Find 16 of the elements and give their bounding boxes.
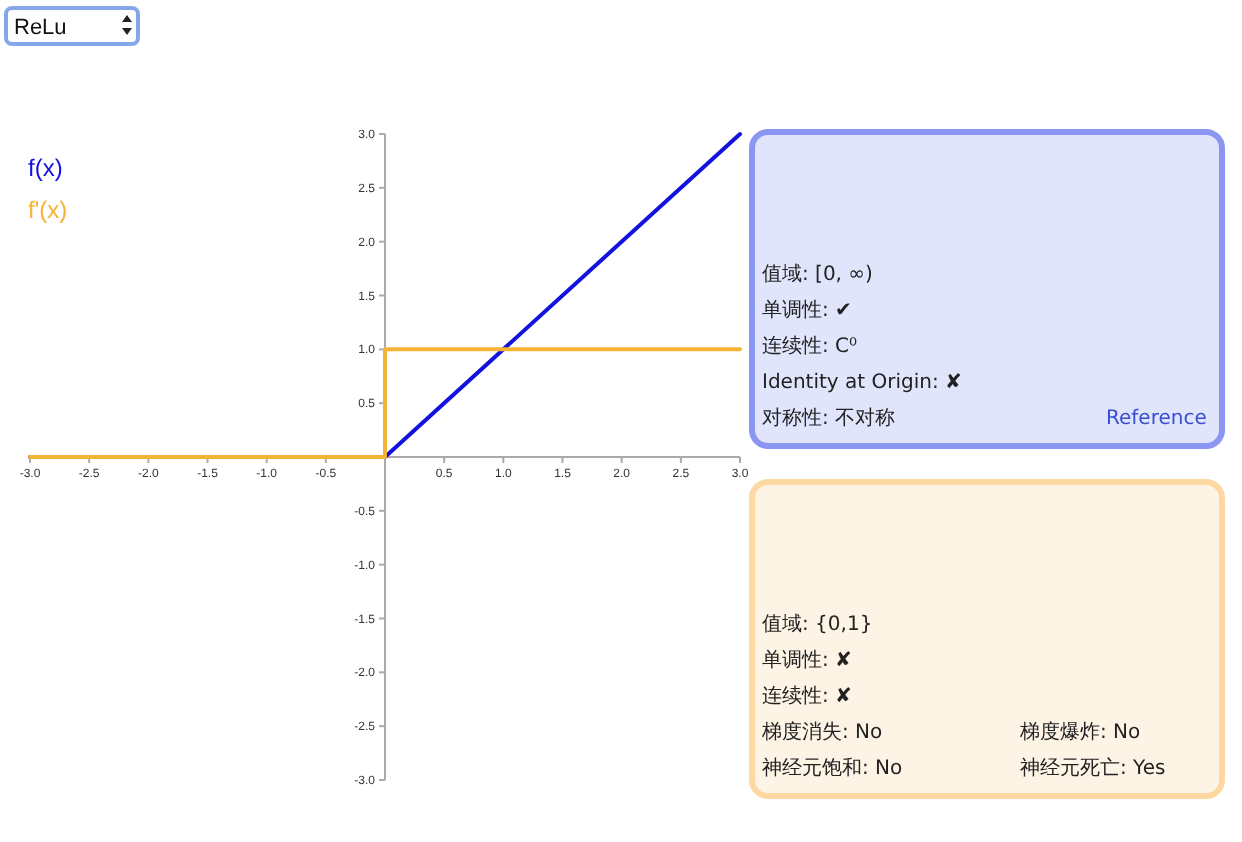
- text: Reference: [1106, 408, 1207, 430]
- text: 单调性: ✘: [762, 648, 852, 672]
- text: 神经元死亡: Yes: [1020, 756, 1166, 780]
- text: 值域: {0,1}: [762, 612, 873, 636]
- text: 神经元饱和: No: [762, 756, 903, 780]
- text: 对称性: 不对称: [762, 406, 896, 430]
- text: 单调性: ✔: [762, 298, 852, 322]
- text: 连续性: C⁰: [762, 334, 858, 358]
- chart-title: ReLu: [14, 16, 67, 40]
- text: 梯度爆炸: No: [1018, 720, 1141, 744]
- text: 值域: [0, ∞): [762, 262, 873, 286]
- text: f'(x): [28, 196, 68, 224]
- text: f(x): [28, 154, 63, 182]
- text: 梯度消失: No: [760, 720, 883, 744]
- text: 连续性: ✘: [762, 684, 852, 708]
- text: Identity at Origin: ✘: [762, 372, 962, 394]
